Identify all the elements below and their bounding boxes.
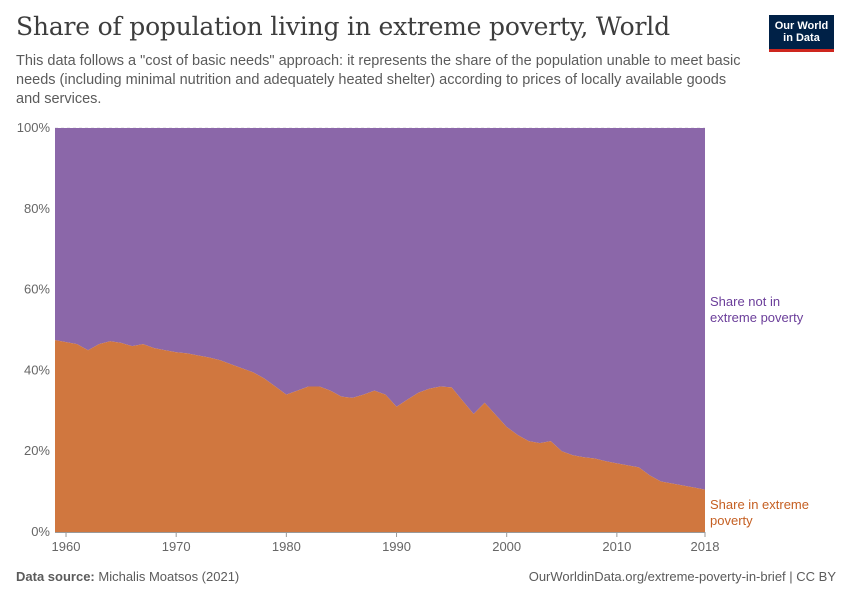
owid-logo[interactable]: Our World in Data	[769, 15, 834, 52]
areas	[55, 128, 705, 532]
x-tick-label: 2018	[691, 539, 720, 554]
series-area-in-extreme-poverty	[55, 340, 705, 532]
series-label-line: extreme poverty	[710, 310, 804, 325]
series-label-in-extreme-poverty: Share in extreme poverty	[710, 497, 809, 528]
x-tick-label: 1990	[382, 539, 411, 554]
footer-link[interactable]: OurWorldinData.org/extreme-poverty-in-br…	[528, 569, 836, 584]
y-tick-label: 20%	[24, 443, 50, 458]
x-tick-label: 2000	[492, 539, 521, 554]
source-value[interactable]: Michalis Moatsos (2021)	[98, 569, 240, 584]
series-label-not-in-extreme-poverty: Share not in extreme poverty	[710, 294, 804, 325]
axes: 0% 20% 40% 60% 80% 100% 1960 1970 1980 1990 2000 20…	[17, 120, 720, 554]
logo-line-1: Our World	[774, 20, 829, 32]
series-area-not-in-extreme-poverty	[55, 128, 705, 490]
y-tick-label: 100%	[17, 120, 51, 135]
y-tick-label: 80%	[24, 201, 50, 216]
series-label-line: poverty	[710, 513, 753, 528]
series-label-line: Share not in	[710, 294, 780, 309]
x-tick-label: 2010	[602, 539, 631, 554]
x-tick-label: 1960	[52, 539, 81, 554]
series-labels: Share not in extreme poverty Share in extr…	[710, 294, 809, 528]
chart-title: Share of population living in extreme po…	[16, 12, 670, 41]
x-tick-label: 1970	[162, 539, 191, 554]
y-tick-label: 0%	[31, 524, 50, 539]
source-label: Data source:	[16, 569, 95, 584]
data-source: Data source: Michalis Moatsos (2021)	[16, 569, 239, 584]
area-chart: 0% 20% 40% 60% 80% 100% 1960 1970 1980 1990 2000 20…	[17, 120, 809, 554]
y-tick-label: 40%	[24, 362, 50, 377]
series-label-line: Share in extreme	[710, 497, 809, 512]
y-tick-label: 60%	[24, 282, 50, 297]
x-tick-label: 1980	[272, 539, 301, 554]
chart-subtitle: This data follows a "cost of basic needs…	[16, 53, 741, 107]
logo-line-2: in Data	[783, 32, 820, 44]
